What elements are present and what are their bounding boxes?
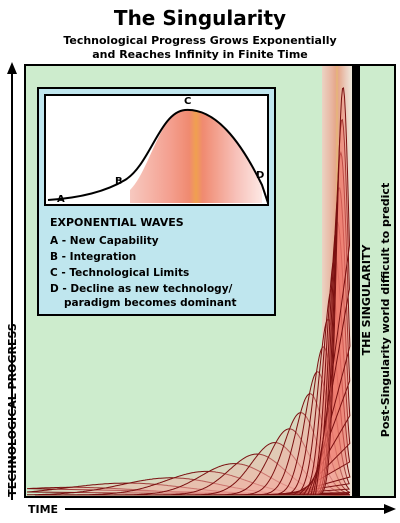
inset-wave — [47, 108, 269, 204]
title: The Singularity — [114, 6, 286, 30]
subtitle: and Reaches Infinity in Finite Time — [92, 48, 308, 61]
point-label: D — [256, 170, 264, 181]
wave — [263, 371, 351, 496]
x-axis-label: TIME — [28, 503, 58, 516]
wave — [306, 187, 351, 496]
legend-item: A - New Capability — [50, 235, 159, 247]
point-label: A — [57, 194, 65, 205]
post-singularity-label: Post-Singularity world difficult to pred… — [379, 183, 392, 437]
singularity-label: THE SINGULARITY — [360, 244, 373, 356]
legend-item: B - Integration — [50, 251, 136, 263]
wave — [290, 288, 351, 496]
legend-item: C - Technological Limits — [50, 267, 189, 279]
inset-heading: EXPONENTIAL WAVES — [50, 216, 184, 229]
wave — [35, 470, 350, 496]
y-arrowhead — [7, 62, 17, 74]
point-label: C — [184, 96, 191, 107]
waves — [26, 66, 352, 496]
subtitle: Technological Progress Grows Exponential… — [63, 34, 336, 47]
wave — [310, 150, 351, 496]
wave — [314, 87, 351, 496]
point-label: B — [115, 176, 123, 187]
legend-item: D - Decline as new technology/ — [50, 283, 233, 295]
x-arrowhead — [384, 504, 396, 514]
singularity-line — [352, 65, 360, 497]
legend-item: paradigm becomes dominant — [64, 297, 236, 309]
y-axis-label: TECHNOLOGICAL PROGRESS — [6, 323, 19, 497]
